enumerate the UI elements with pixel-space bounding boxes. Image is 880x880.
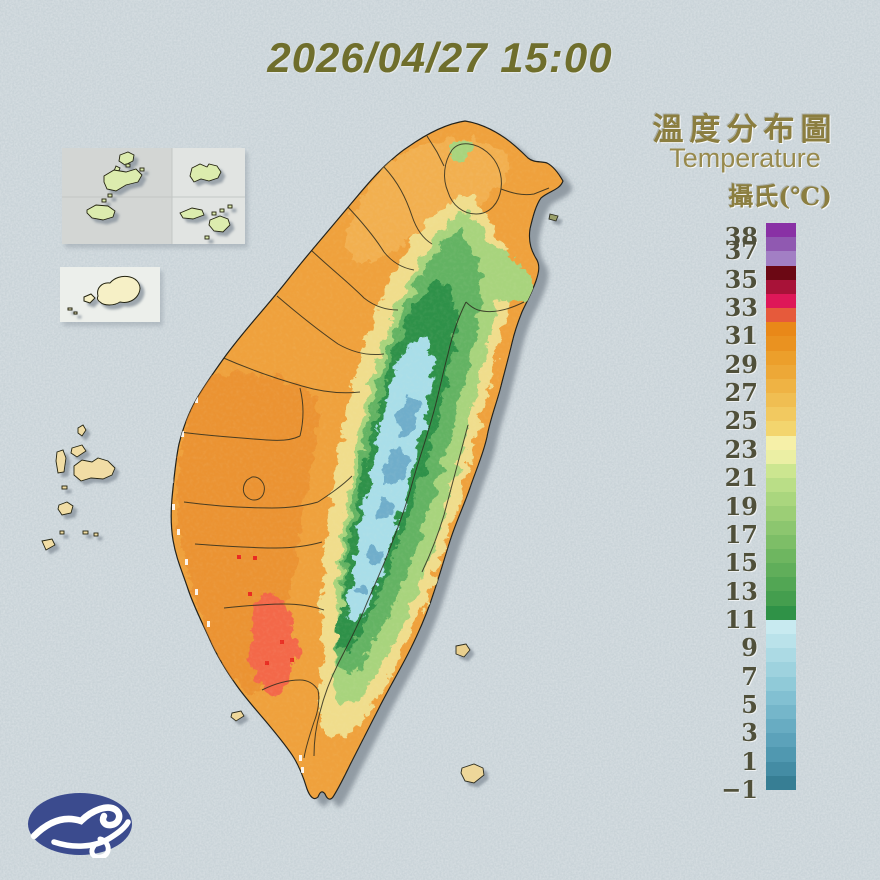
colorbar-band-15-to-14 [766,563,796,577]
colorbar-tick-21: 21 [688,465,758,491]
colorbar-band-22-to-21 [766,464,796,478]
colorbar-band-36-to-35 [766,266,796,280]
colorbar-band-26-to-25 [766,407,796,421]
colorbar-tick-1: 1 [688,749,758,775]
colorbar-tick-23: 23 [688,437,758,463]
kinmen-inset-panel [60,267,160,322]
colorbar-tick-33: 33 [688,295,758,321]
colorbar-band-14-to-13 [766,577,796,591]
colorbar-band-6-to-5 [766,691,796,705]
colorbar-tick-15: 15 [688,550,758,576]
colorbar-band-13-to-12 [766,591,796,605]
colorbar-tick-25: 25 [688,408,758,434]
colorbar-tick-5: 5 [688,692,758,718]
colorbar-band-23-to-22 [766,450,796,464]
colorbar-tick-31: 31 [688,323,758,349]
legend-title-en: Temperature [655,143,835,174]
colorbar-tick-35: 35 [688,267,758,293]
colorbar-band-29-to-28 [766,365,796,379]
colorbar-band-11-to-10 [766,620,796,634]
colorbar-tick-9: 9 [688,635,758,661]
colorbar-band-25-to-24 [766,421,796,435]
colorbar-band-39-to-38 [766,223,796,237]
colorbar-band-9-to-8 [766,648,796,662]
colorbar-tick-7: 7 [688,664,758,690]
colorbar-band-27-to-26 [766,393,796,407]
matsu-inset-panel [62,148,245,244]
colorbar-tick--1: −1 [688,777,758,803]
colorbar-band-19-to-18 [766,506,796,520]
green-island [456,644,470,657]
colorbar-tick-labels: 38373533312927252321191715131197531−1 [688,223,758,790]
orchid-island [461,764,484,783]
colorbar-band-21-to-20 [766,478,796,492]
colorbar-band-18-to-17 [766,521,796,535]
colorbar-tick-29: 29 [688,352,758,378]
colorbar-tick-3: 3 [688,720,758,746]
colorbar-tick-19: 19 [688,494,758,520]
penghu-islands [42,425,115,550]
colorbar-band-38-to-37 [766,237,796,251]
colorbar-band-5-to-4 [766,705,796,719]
timestamp-title: 2026/04/27 15:00 [0,34,880,82]
colorbar-band-28-to-27 [766,379,796,393]
colorbar-band-20-to-19 [766,492,796,506]
colorbar-band-17-to-16 [766,535,796,549]
colorbar-tick-27: 27 [688,380,758,406]
colorbar-band-37-to-36 [766,251,796,265]
colorbar-tick-37: 37 [688,238,758,264]
colorbar-tick-11: 11 [688,607,758,633]
colorbar-band-2-to-1 [766,747,796,761]
colorbar-band-1-to-0 [766,762,796,776]
colorbar-band-3-to-2 [766,733,796,747]
colorbar-band-31-to-30 [766,336,796,350]
colorbar-band-33-to-32 [766,308,796,322]
colorbar-tick-17: 17 [688,522,758,548]
colorbar-band-7-to-6 [766,677,796,691]
colorbar-band-35-to-34 [766,280,796,294]
colorbar-band-16-to-15 [766,549,796,563]
temperature-colorbar [766,223,796,790]
colorbar-band-0-to--1 [766,776,796,790]
colorbar-band-30-to-29 [766,351,796,365]
temperature-map-page: 2026/04/27 15:00 溫度分布圖 Temperature 攝氏(℃)… [0,0,880,880]
legend-unit-label: 攝氏(℃) [660,177,832,213]
cwa-logo [24,790,136,858]
colorbar-band-32-to-31 [766,322,796,336]
colorbar-band-12-to-11 [766,606,796,620]
colorbar-tick-13: 13 [688,579,758,605]
colorbar-band-24-to-23 [766,436,796,450]
liuqiu-island [231,711,244,721]
guishan-islet [549,214,558,221]
colorbar-band-4-to-3 [766,719,796,733]
colorbar-band-34-to-33 [766,294,796,308]
colorbar-band-10-to-9 [766,634,796,648]
colorbar-band-8-to-7 [766,662,796,676]
